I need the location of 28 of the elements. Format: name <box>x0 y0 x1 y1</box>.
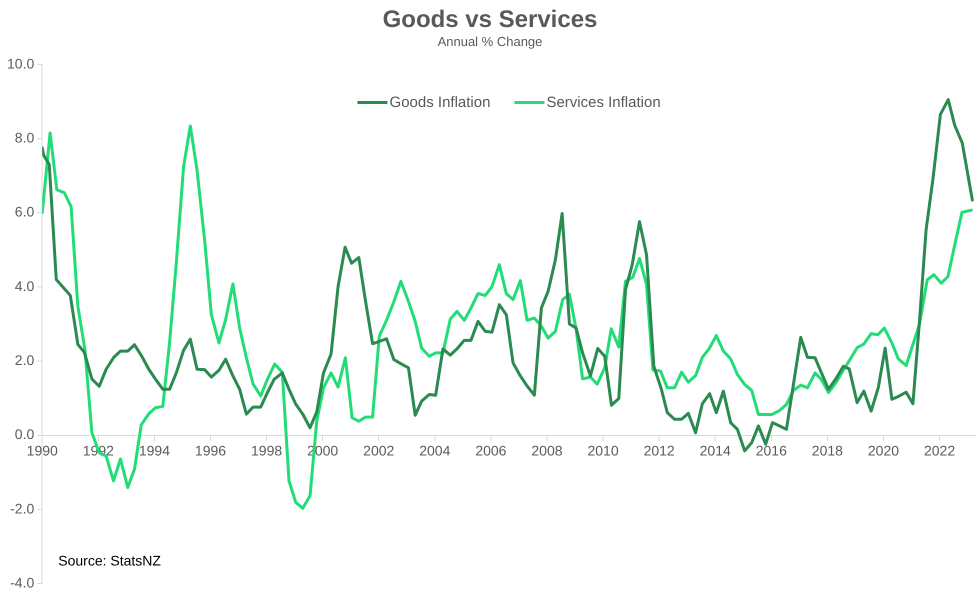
y-tick-label: 6.0 <box>14 204 34 220</box>
y-tick-label: 10.0 <box>7 55 34 72</box>
y-tick-label: 8.0 <box>14 129 34 146</box>
x-tick-label: 2010 <box>587 442 619 459</box>
x-tick-label: 2022 <box>924 442 956 459</box>
legend-label: Goods Inflation <box>390 94 490 112</box>
x-tick-label: 2008 <box>531 442 563 459</box>
y-tick-label: 4.0 <box>14 278 34 294</box>
y-tick-label: -4.0 <box>10 574 34 590</box>
annotation: Source: StatsNZ <box>58 552 162 569</box>
chart-title: Goods vs Services <box>382 6 598 34</box>
legend-label: Services Inflation <box>546 94 661 112</box>
x-tick-label: 2014 <box>700 442 732 459</box>
x-tick-label: 1996 <box>194 442 226 459</box>
y-tick-label: 0.0 <box>14 426 34 442</box>
chart-subtitle: Annual % Change <box>438 34 542 50</box>
x-tick-label: 2002 <box>363 442 395 459</box>
y-tick-label: 2.0 <box>14 352 34 368</box>
y-tick-label: -2.0 <box>10 500 34 516</box>
x-tick-label: 2020 <box>868 442 900 459</box>
x-tick-label: 2004 <box>419 442 451 459</box>
x-tick-label: 2006 <box>475 442 507 459</box>
x-tick-label: 1994 <box>138 442 170 459</box>
x-tick-label: 1990 <box>26 442 58 459</box>
x-tick-label: 2016 <box>756 442 788 459</box>
x-tick-label: 1998 <box>250 442 282 459</box>
x-tick-label: 2012 <box>644 442 675 459</box>
x-tick-label: 2018 <box>812 442 844 459</box>
